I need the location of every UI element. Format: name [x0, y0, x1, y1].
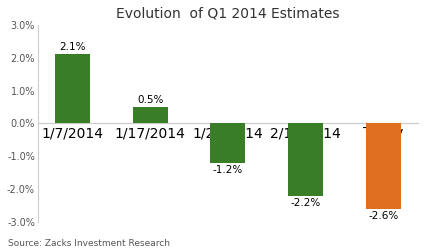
- Bar: [210, 124, 245, 163]
- Bar: [288, 124, 323, 196]
- Text: -2.6%: -2.6%: [368, 211, 398, 221]
- Bar: [133, 107, 168, 124]
- Bar: [55, 54, 90, 124]
- Text: -2.2%: -2.2%: [290, 198, 321, 208]
- Text: 2.1%: 2.1%: [59, 42, 86, 52]
- Text: Source: Zacks Investment Research: Source: Zacks Investment Research: [8, 238, 170, 248]
- Text: 0.5%: 0.5%: [137, 95, 163, 105]
- Bar: [366, 124, 401, 209]
- Text: -1.2%: -1.2%: [213, 165, 243, 175]
- Title: Evolution  of Q1 2014 Estimates: Evolution of Q1 2014 Estimates: [116, 7, 340, 21]
